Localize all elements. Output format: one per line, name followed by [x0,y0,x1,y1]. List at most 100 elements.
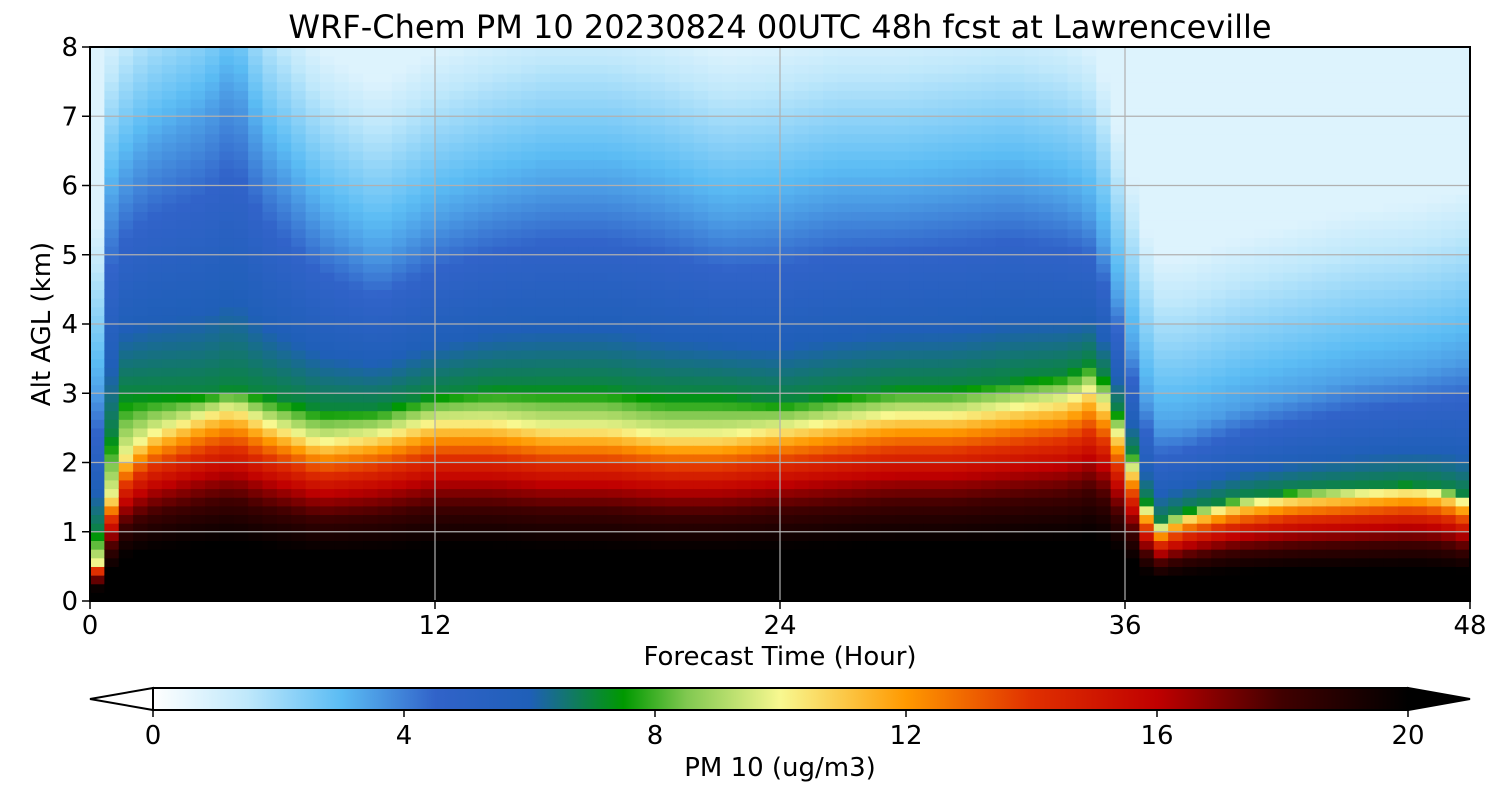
heatmap-cell [794,133,810,143]
heatmap-cell [636,315,652,325]
heatmap-cell [1024,272,1040,282]
heatmap-cell [995,159,1011,169]
heatmap-cell [679,280,695,290]
heatmap-cell [190,237,206,247]
heatmap-cell [535,497,551,507]
heatmap-cell [377,98,393,109]
heatmap-cell [866,592,882,601]
heatmap-cell [391,124,407,135]
heatmap-cell [449,211,465,221]
heatmap-cell [348,55,364,65]
heatmap-cell [348,124,364,135]
heatmap-cell [104,384,120,394]
heatmap-cell [377,453,393,464]
heatmap-cell [909,55,925,65]
heatmap-cell [90,367,105,377]
heatmap-cell [262,142,278,152]
heatmap-cell [981,514,997,524]
heatmap-cell [478,133,494,143]
heatmap-cell [90,375,105,386]
heatmap-cell [693,549,709,559]
heatmap-cell [693,81,709,91]
heatmap-cell [765,142,781,152]
heatmap-cell [118,575,134,585]
heatmap-cell [1067,427,1083,438]
heatmap-cell [176,453,192,464]
heatmap-cell [607,419,623,429]
heatmap-cell [1110,358,1126,368]
heatmap-cell [118,289,134,299]
heatmap-cell [607,298,623,308]
heatmap-cell [938,246,954,256]
heatmap-cell [248,107,264,117]
heatmap-cell [420,47,436,57]
heatmap-cell [1067,306,1083,316]
heatmap-cell [1168,194,1184,204]
heatmap-cell [736,228,752,239]
heatmap-cell [966,289,982,299]
heatmap-cell [708,124,724,135]
heatmap-cell [1053,557,1069,567]
heatmap-cell [650,194,666,204]
heatmap-cell [1139,150,1155,161]
heatmap-cell [665,194,680,204]
heatmap-cell [363,176,379,187]
heatmap-cell [837,168,853,178]
heatmap-cell [751,479,767,490]
heatmap-cell [147,47,163,57]
heatmap-cell [650,540,666,550]
heatmap-cell [1153,81,1169,91]
heatmap-cell [1182,237,1198,247]
heatmap-cell [909,202,925,213]
heatmap-cell [1125,133,1140,143]
heatmap-cell [564,142,580,152]
heatmap-cell [665,367,680,377]
heatmap-cell [219,583,235,593]
heatmap-cell [736,107,752,117]
heatmap-cell [205,445,220,455]
heatmap-cell [118,315,134,325]
heatmap-cell [420,531,436,542]
heatmap-cell [736,237,752,247]
heatmap-cell [722,497,738,507]
heatmap-cell [679,566,695,576]
heatmap-cell [535,81,551,91]
heatmap-cell [564,583,580,593]
heatmap-cell [621,202,637,213]
heatmap-cell [262,401,278,412]
heatmap-cell [1024,401,1040,412]
heatmap-cell [535,349,551,360]
heatmap-cell [1110,523,1126,533]
heatmap-cell [679,462,695,472]
heatmap-cell [1053,523,1069,533]
heatmap-cell [550,531,565,542]
heatmap-cell [679,64,695,74]
heatmap-cell [1067,142,1083,152]
heatmap-cell [837,202,853,213]
heatmap-cell [90,90,105,100]
heatmap-cell [262,133,278,143]
heatmap-cell [506,315,522,325]
heatmap-cell [1010,375,1025,386]
heatmap-cell [851,211,867,221]
heatmap-cell [104,375,120,386]
heatmap-cell [176,358,192,368]
heatmap-cell [305,471,321,481]
heatmap-cell [1067,150,1083,161]
heatmap-cell [492,575,508,585]
heatmap-cell [161,246,177,256]
heatmap-cell [1038,116,1054,126]
heatmap-cell [866,436,882,446]
heatmap-cell [449,72,465,83]
heatmap-cell [420,332,436,342]
heatmap-cell [305,436,321,446]
heatmap-cell [564,220,580,230]
heatmap-cell [923,349,939,360]
heatmap-cell [1024,176,1040,187]
heatmap-cell [808,90,824,100]
heatmap-cell [262,306,278,316]
heatmap-cell [205,124,220,135]
heatmap-cell [248,332,264,342]
heatmap-cell [995,566,1011,576]
heatmap-cell [1038,393,1054,403]
